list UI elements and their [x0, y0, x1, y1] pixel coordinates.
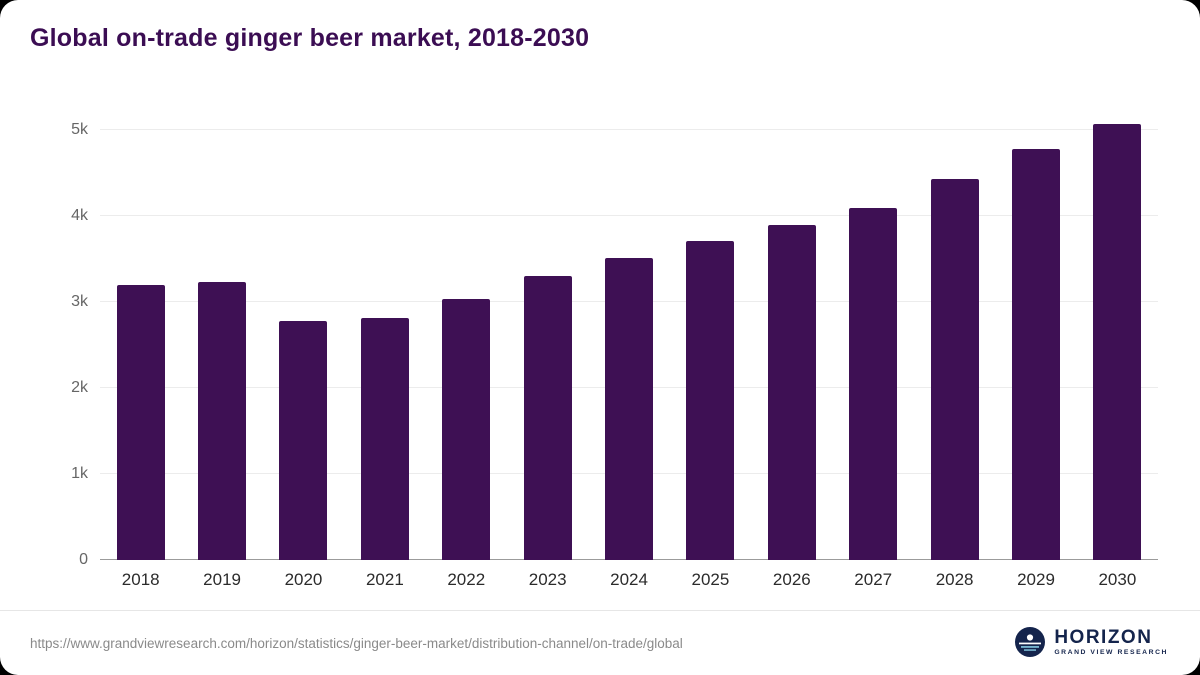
bar-2023: [523, 276, 572, 560]
x-axis-labels: 2018 2019 2020 2021 2022 2023 2024 2025 2026 2027…: [100, 570, 1158, 590]
logo-subtitle: GRAND VIEW RESEARCH: [1054, 648, 1168, 656]
chart-title: Global on-trade ginger beer market, 2018…: [30, 24, 590, 52]
bar-2027: [849, 208, 898, 560]
x-tick-label: 2028: [935, 570, 974, 589]
horizon-logo-icon: [1015, 627, 1046, 657]
bar-slot: [751, 113, 832, 560]
logo-text: HORIZON GRAND VIEW RESEARCH: [1054, 628, 1168, 657]
x-tick-label: 2020: [284, 570, 323, 589]
bar-slot: [426, 113, 507, 560]
bar-2028: [930, 179, 979, 560]
bar-2021: [360, 317, 409, 560]
x-tick-label: 2030: [1098, 570, 1137, 589]
bar-2022: [442, 298, 491, 560]
bar-2019: [198, 282, 247, 560]
bar-2030: [1093, 124, 1142, 560]
x-tick-label: 2027: [854, 570, 893, 589]
x-tick-label: 2019: [203, 570, 241, 589]
y-tick-label: 1k: [71, 465, 88, 483]
gridline-5k: [100, 129, 1158, 131]
x-tick-label: 2023: [528, 570, 567, 589]
bar-slot: [588, 113, 669, 560]
y-tick-label: 3k: [71, 293, 88, 311]
bar-2026: [767, 224, 816, 560]
bar-slot: [507, 113, 588, 560]
bar-slot: [914, 113, 995, 560]
bar-2029: [1011, 149, 1060, 560]
bar-2018: [116, 284, 165, 560]
y-tick-label: 4k: [71, 207, 88, 225]
bar-2024: [605, 258, 654, 560]
y-tick-label: 5k: [71, 121, 88, 139]
logo-name: HORIZON: [1054, 626, 1153, 648]
bar-slot: [1077, 113, 1158, 560]
bar-slot: [670, 113, 751, 560]
bar-slot: [263, 113, 344, 560]
bar-slot: [344, 113, 425, 560]
y-tick-label: 0: [79, 551, 88, 568]
bar-2020: [279, 321, 328, 560]
x-tick-label: 2021: [365, 570, 404, 589]
bar-series: [100, 113, 1158, 560]
footer-divider: [0, 610, 1200, 611]
x-tick-label: 2025: [691, 570, 730, 589]
bar-2025: [686, 241, 735, 560]
y-tick-label: 2k: [71, 379, 88, 397]
x-tick-label: 2029: [1017, 570, 1055, 589]
brand-logo: HORIZON GRAND VIEW RESEARCH: [1015, 627, 1168, 657]
x-tick-label: 2018: [121, 570, 160, 589]
bar-slot: [995, 113, 1076, 560]
x-tick-label: 2026: [772, 570, 811, 589]
x-tick-label: 2022: [447, 570, 486, 589]
x-tick-label: 2024: [610, 570, 648, 589]
source-url: https://www.grandviewresearch.com/horizo…: [30, 636, 683, 651]
bar-slot: [833, 113, 914, 560]
bar-slot: [100, 113, 181, 560]
bar-slot: [181, 113, 262, 560]
gridline-4k: [100, 215, 1158, 217]
